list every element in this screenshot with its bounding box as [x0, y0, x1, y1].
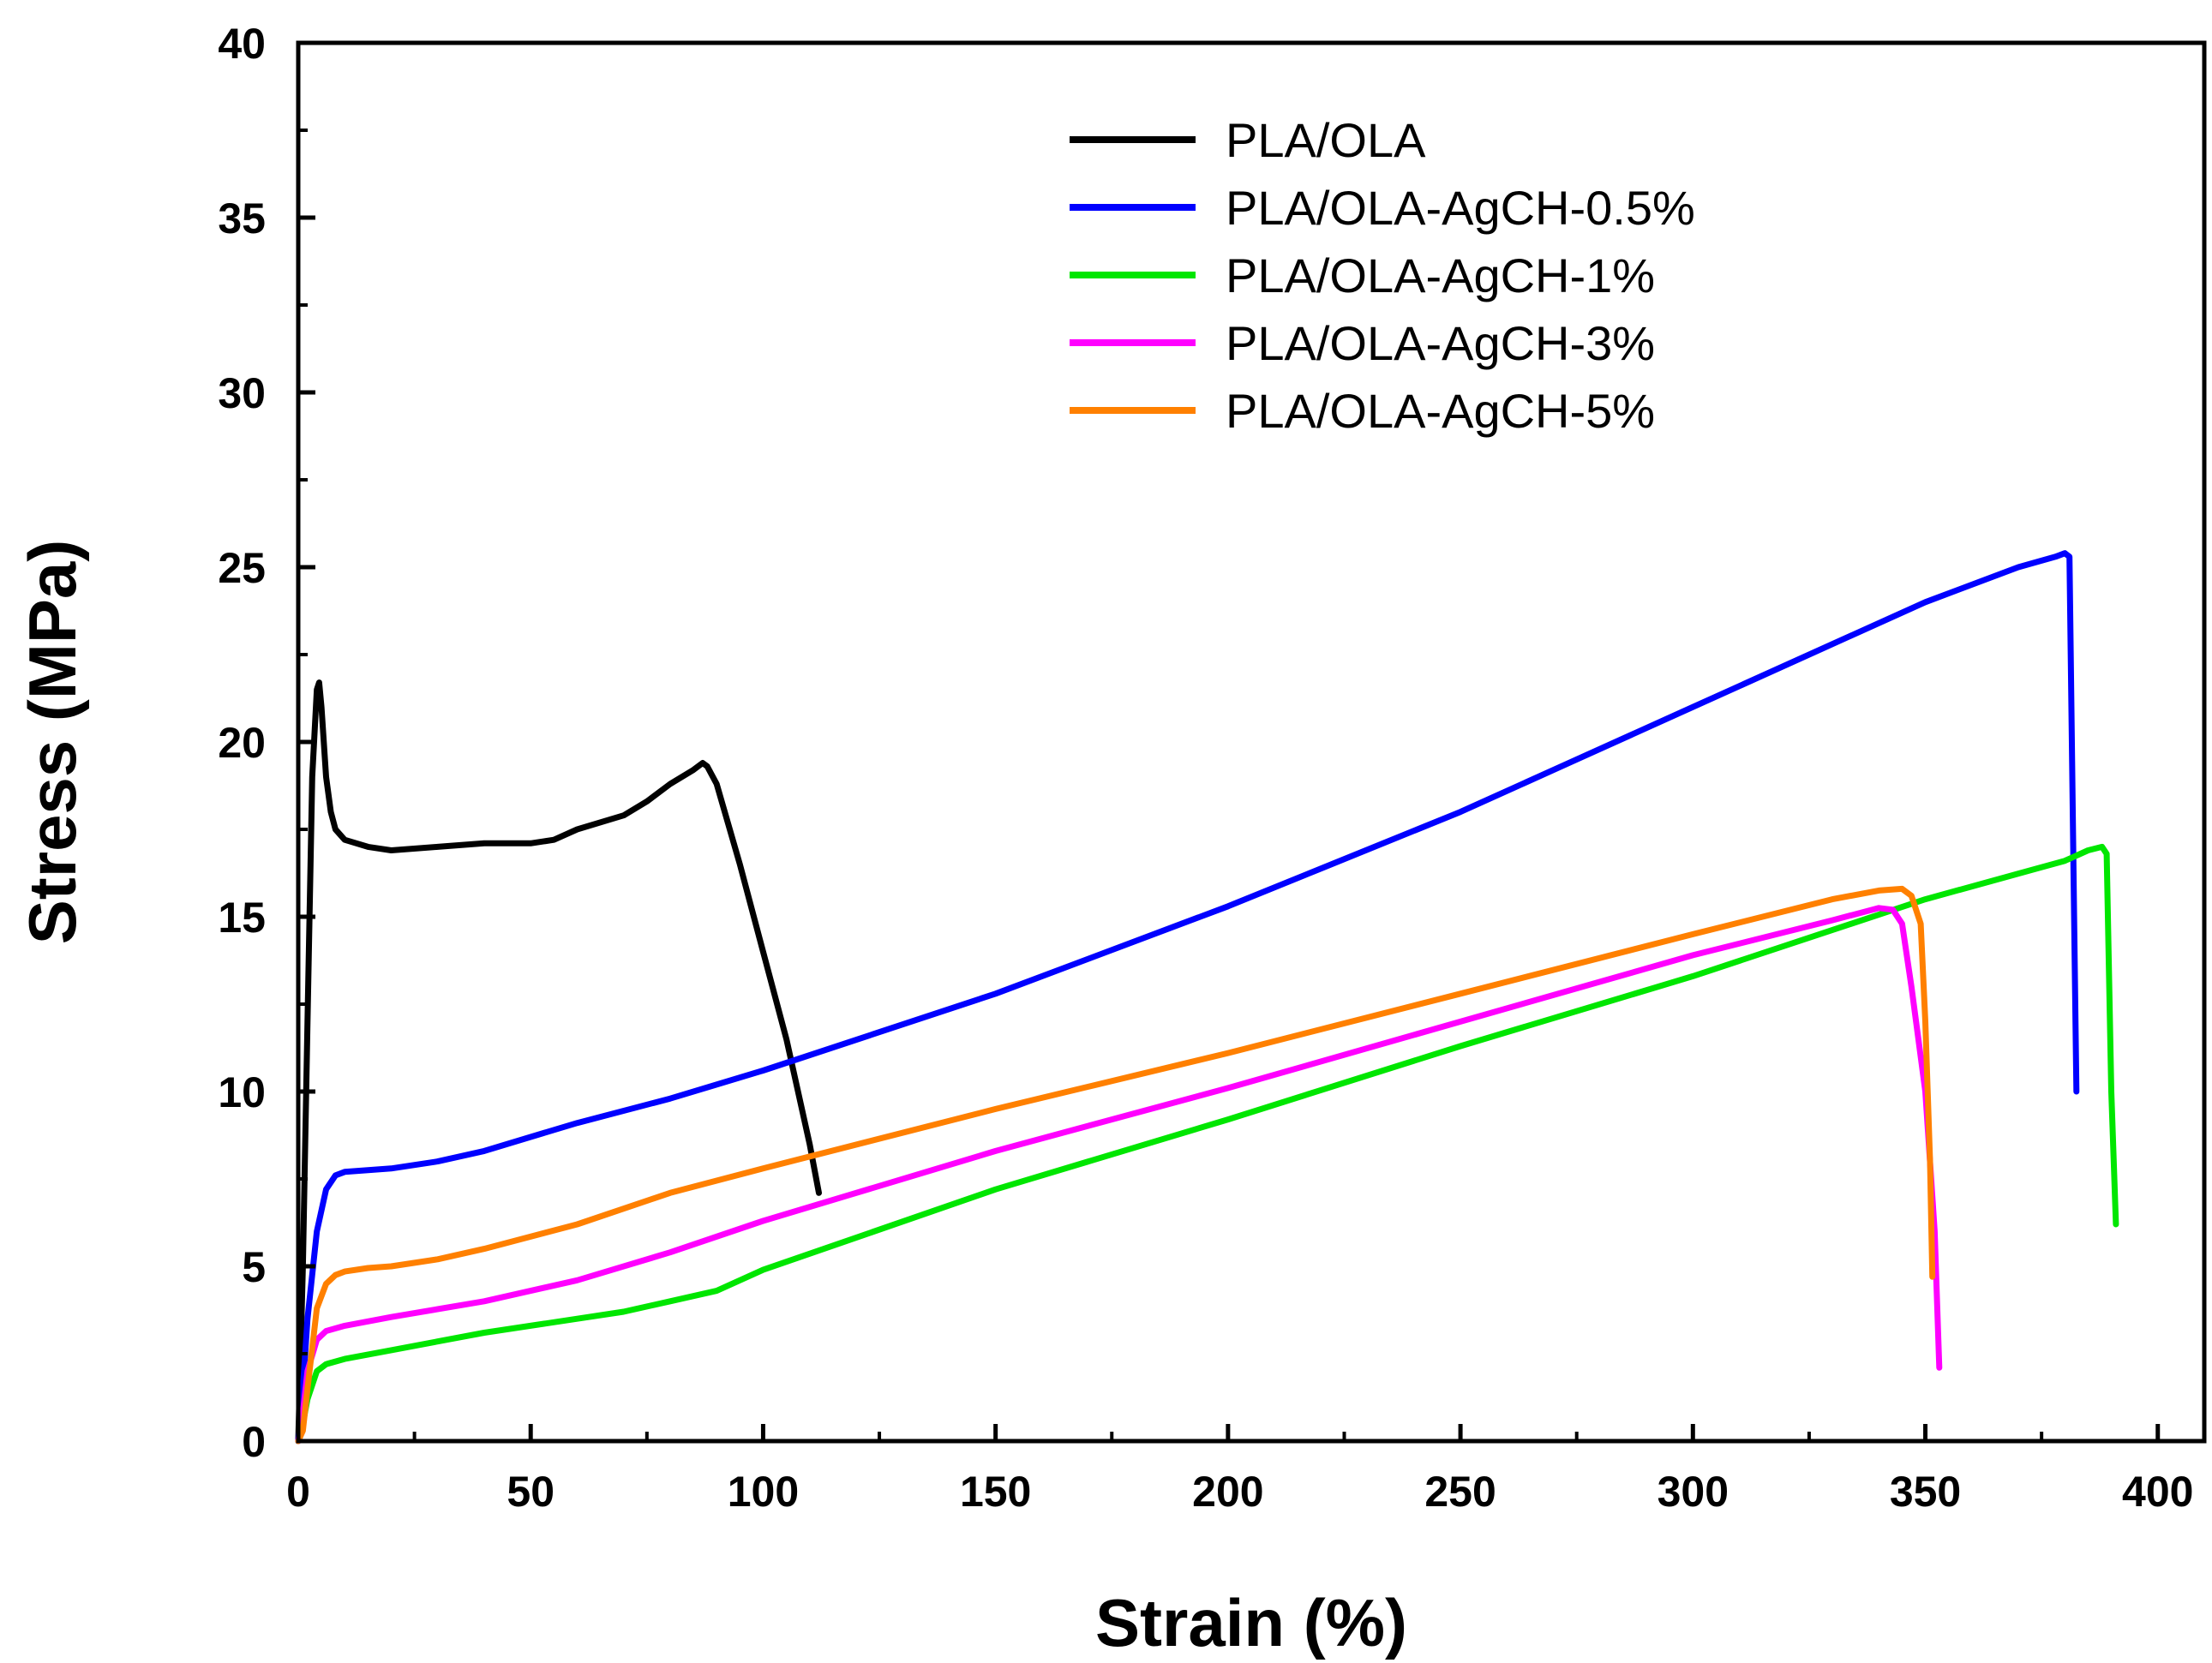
series-line-pla-ola-agch-0-5 — [295, 550, 2080, 1445]
y-tick-label-5: 5 — [242, 1243, 266, 1291]
legend-label-pla-ola-agch-0-5: PLA/OLA-AgCH-0.5% — [1226, 181, 1695, 235]
legend-label-pla-ola-agch-1: PLA/OLA-AgCH-1% — [1226, 248, 1655, 302]
x-tick-label-0: 0 — [286, 1468, 310, 1516]
series-line-pla-ola-agch-1 — [295, 843, 2119, 1445]
legend-label-pla-ola-agch-3: PLA/OLA-AgCH-3% — [1226, 316, 1655, 370]
y-axis-ticks: 0 5 10 15 20 25 30 35 40 — [218, 20, 315, 1466]
series-layer — [295, 550, 2119, 1445]
y-tick-label-15: 15 — [218, 894, 266, 942]
x-axis-title: Strain (%) — [1095, 1585, 1407, 1660]
x-tick-label-100: 100 — [728, 1468, 799, 1516]
y-tick-label-0: 0 — [242, 1418, 266, 1466]
x-tick-label-200: 200 — [1192, 1468, 1263, 1516]
x-tick-label-350: 350 — [1890, 1468, 1961, 1516]
series-line-pla-ola-agch-5 — [295, 885, 1936, 1445]
y-tick-label-35: 35 — [218, 194, 266, 242]
x-tick-label-400: 400 — [2122, 1468, 2193, 1516]
x-tick-label-250: 250 — [1424, 1468, 1496, 1516]
y-tick-label-40: 40 — [218, 20, 266, 68]
y-tick-label-20: 20 — [218, 719, 266, 767]
x-tick-label-50: 50 — [507, 1468, 554, 1516]
x-axis-ticks: 0 50 100 150 200 250 300 350 400 — [286, 1424, 2193, 1516]
legend: PLA/OLA PLA/OLA-AgCH-0.5% PLA/OLA-AgCH-1% P… — [1070, 113, 1695, 438]
y-tick-label-10: 10 — [218, 1068, 266, 1116]
x-tick-label-150: 150 — [960, 1468, 1031, 1516]
legend-label-pla-ola: PLA/OLA — [1226, 113, 1426, 167]
y-tick-label-30: 30 — [218, 369, 266, 417]
x-tick-label-300: 300 — [1658, 1468, 1729, 1516]
y-tick-label-25: 25 — [218, 544, 266, 592]
series-line-pla-ola-agch-3 — [295, 905, 1943, 1445]
series-line-pla-ola — [295, 679, 822, 1445]
y-axis-title: Stress (MPa) — [15, 540, 90, 945]
legend-label-pla-ola-agch-5: PLA/OLA-AgCH-5% — [1226, 384, 1655, 438]
